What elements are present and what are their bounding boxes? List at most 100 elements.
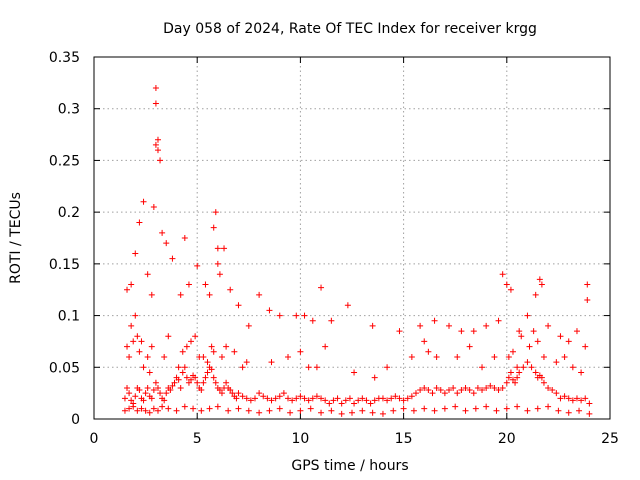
data-point	[454, 353, 461, 360]
data-point	[576, 407, 583, 414]
data-point	[161, 397, 168, 404]
data-point	[392, 393, 399, 400]
data-point	[466, 387, 473, 394]
data-point	[573, 328, 580, 335]
data-point	[584, 297, 591, 304]
data-point	[313, 393, 320, 400]
data-point	[175, 364, 182, 371]
data-point	[446, 322, 453, 329]
data-point	[210, 224, 217, 231]
data-point	[285, 395, 292, 402]
y-tick-label: 0.15	[49, 257, 80, 273]
data-point	[437, 387, 444, 394]
data-point	[148, 395, 155, 402]
data-point	[202, 374, 209, 381]
data-point	[322, 397, 329, 404]
data-point	[509, 376, 516, 383]
data-point	[173, 407, 180, 414]
data-point	[573, 395, 580, 402]
data-point	[128, 322, 135, 329]
data-point	[532, 369, 539, 376]
data-point	[181, 403, 188, 410]
data-point	[142, 390, 149, 397]
data-point	[532, 291, 539, 298]
data-point	[503, 281, 510, 288]
data-point	[140, 397, 147, 404]
data-point	[235, 405, 242, 412]
data-point	[179, 348, 186, 355]
data-point	[146, 409, 153, 416]
data-point	[309, 317, 316, 324]
data-point	[202, 281, 209, 288]
y-tick-label: 0.1	[58, 309, 80, 325]
data-point	[417, 322, 424, 329]
axis-ticks: 0 5 10 15 20 25 0 0.05 0.1 0.15 0.2 0.25 0.3 0.35	[49, 50, 619, 447]
data-point	[328, 317, 335, 324]
data-point	[144, 271, 151, 278]
data-point	[140, 198, 147, 205]
data-point	[301, 395, 308, 402]
data-point	[479, 387, 486, 394]
data-point	[384, 364, 391, 371]
data-point	[346, 395, 353, 402]
data-point	[130, 338, 137, 345]
data-point	[342, 397, 349, 404]
data-point	[495, 387, 502, 394]
data-point	[146, 369, 153, 376]
data-point	[150, 387, 157, 394]
data-point	[208, 366, 215, 373]
data-point	[349, 409, 355, 416]
data-point	[163, 240, 170, 247]
data-point	[379, 410, 386, 417]
data-point	[462, 384, 469, 391]
data-point	[245, 407, 252, 414]
data-point	[239, 364, 246, 371]
data-point	[470, 390, 477, 397]
data-point	[157, 157, 164, 164]
data-point	[289, 397, 296, 404]
data-point	[272, 395, 279, 402]
data-point	[185, 379, 192, 386]
data-point	[301, 312, 308, 319]
y-tick-label: 0.35	[49, 50, 80, 66]
data-point	[326, 400, 333, 407]
data-point	[338, 410, 345, 417]
data-point	[148, 291, 155, 298]
data-point	[225, 407, 232, 414]
data-point	[142, 407, 149, 414]
data-point	[470, 328, 477, 335]
data-point	[212, 379, 219, 386]
data-point	[534, 338, 541, 345]
data-point	[450, 384, 457, 391]
data-point	[367, 400, 374, 407]
data-point	[132, 250, 139, 257]
data-point	[425, 348, 432, 355]
data-point	[483, 322, 490, 329]
data-point	[493, 407, 500, 414]
data-point	[538, 281, 545, 288]
data-point	[355, 397, 362, 404]
y-tick-label: 0.25	[49, 153, 80, 169]
data-point	[231, 348, 238, 355]
data-point	[152, 141, 159, 148]
data-point	[214, 245, 221, 252]
data-point	[578, 369, 585, 376]
data-point	[509, 348, 516, 355]
data-point	[400, 397, 407, 404]
data-point	[124, 286, 131, 293]
data-point	[144, 384, 151, 391]
data-point	[148, 343, 155, 350]
x-tick-label: 20	[498, 431, 516, 447]
data-point	[565, 395, 572, 402]
data-point	[276, 312, 283, 319]
data-point	[505, 353, 512, 360]
data-point	[132, 393, 139, 400]
data-point	[134, 407, 141, 414]
data-point	[499, 384, 506, 391]
data-point	[229, 390, 236, 397]
data-point	[192, 333, 199, 340]
data-point	[188, 338, 195, 345]
data-point	[584, 281, 591, 288]
data-point	[179, 369, 186, 376]
data-point	[192, 374, 199, 381]
